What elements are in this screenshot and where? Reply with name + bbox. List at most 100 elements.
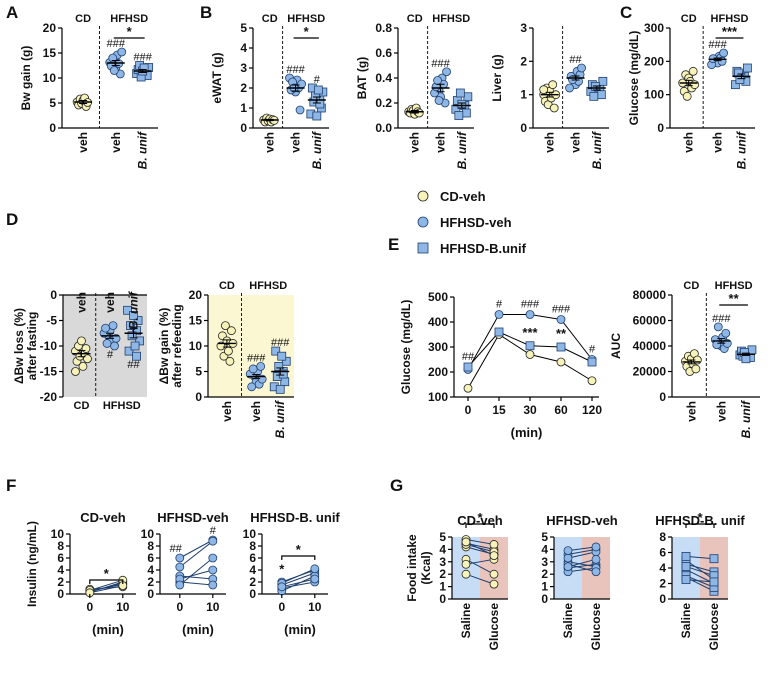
chart-B-eWAT-point (313, 85, 323, 95)
chart-D-refeed-point (247, 382, 257, 392)
chart-B-Liver-y-tick-label: 3 (520, 21, 527, 35)
chart-F-cd-x-label: (min) (92, 622, 124, 637)
chart-B-BAT-y-tick-label: 0.0 (375, 121, 392, 135)
chart-G-hf-point (591, 567, 601, 577)
chart-G-bu-pair-line (685, 579, 715, 583)
chart-G-hf-pair-line (567, 551, 597, 559)
chart-E-gtt-point (587, 357, 597, 367)
chart-E-gtt-point (463, 383, 473, 393)
chart-G-cd-x-tick-label: Glucose (487, 603, 501, 651)
chart-B-Liver-hash-label: ## (569, 54, 582, 66)
chart-E-auc-category-label: B. unif (739, 400, 753, 438)
chart-D-refeed-point (281, 356, 291, 366)
chart-D-fast-point (71, 367, 80, 376)
chart-B-eWAT-y-tick-label: 3 (240, 61, 247, 75)
chart-D-fast-category-label: B. unif (127, 291, 141, 329)
chart-F-hf-x-tick-label: 0 (176, 600, 183, 614)
chart-G-bu-title: HFHSD-B. unif (655, 513, 745, 528)
chart-D-refeed-point (277, 351, 287, 361)
chart-D-fast-point (132, 326, 141, 336)
chart-G-hf-y-tick-label: 4 (541, 542, 548, 556)
chart-G-bu-point (709, 554, 719, 564)
chart-G-cd-pair-line (465, 541, 495, 557)
chart-F-hf-x-tick-label: 10 (206, 600, 220, 614)
chart-G-hf-point (563, 562, 573, 572)
chart-E-auc-hash-label: ### (712, 313, 731, 325)
chart-G-cd-point (489, 569, 499, 579)
chart-D-fast-point (101, 323, 110, 333)
chart-E-gtt-y-tick-label: 200 (428, 365, 448, 379)
chart-G-hf-point (591, 554, 601, 564)
chart-B-BAT-y-tick-label: 0.6 (375, 46, 392, 60)
chart-D-fast-category-label: veh (103, 292, 117, 313)
chart-B-eWAT-hash-label: # (314, 74, 321, 86)
chart-B-BAT-point (433, 76, 442, 85)
chart-A-y-tick-label: 5 (49, 96, 56, 110)
chart-D-refeed-point (227, 326, 236, 336)
chart-F-cd-y-tick-label: 4 (57, 563, 64, 577)
chart-F-hf-y-tick-label: 0 (147, 587, 154, 601)
chart-G-bu-pair-line (685, 575, 715, 588)
chart-C-point (688, 66, 698, 76)
chart-F-hf-point (208, 565, 218, 575)
chart-E-gtt-y-tick-label: 300 (428, 340, 448, 354)
chart-C-y-label: Glucose (mg/dL) (627, 31, 641, 126)
chart-B-eWAT-y-label: eWAT (g) (210, 52, 224, 103)
chart-A-group-cd: CD (75, 13, 91, 25)
chart-D-fast-y-tick-label: -15 (40, 365, 58, 379)
chart-D-refeed-y-tick-label: 10 (189, 339, 203, 353)
chart-F-bu-point (310, 574, 320, 584)
chart-B-eWAT-y-tick-label: 1 (240, 101, 247, 115)
legend-marker-cd-veh (417, 190, 429, 202)
chart-B-Liver-category-label: B. unif (590, 131, 604, 169)
chart-B-Liver-point (577, 63, 586, 73)
chart-G-hf-y-tick-label: 2 (541, 567, 548, 581)
chart-B-eWAT-point (297, 79, 306, 89)
chart-F-bu-pair-line (281, 572, 315, 586)
chart-C-hash-label: ### (708, 39, 727, 51)
chart-E-gtt-point (556, 342, 566, 352)
chart-B-Liver-category-label: veh (569, 132, 583, 153)
chart-A-y-tick-label: 20 (43, 21, 57, 35)
chart-F-hf-x-label: (min) (182, 622, 214, 637)
chart-E-gtt-hash-label: ### (552, 304, 571, 316)
chart-B-eWAT-point (312, 111, 322, 121)
chart-G-cd-y-tick-label: 1 (439, 580, 446, 594)
chart-C-point (743, 63, 752, 73)
chart-G-bu-point (681, 575, 691, 585)
chart-E-gtt-point (556, 315, 566, 324)
chart-D-refeed-category-label: veh (249, 401, 263, 422)
legend-label-cd-veh: CD-veh (440, 189, 486, 204)
chart-B-Liver-y-label: Liver (g) (490, 54, 504, 101)
chart-E-gtt-y-label: Glucose (mg/dL) (399, 300, 413, 395)
chart-E-auc-y-tick-label: 60000 (633, 314, 667, 328)
chart-G-cd-x-tick-label: Saline (459, 603, 473, 639)
chart-B-BAT-point (455, 88, 465, 98)
chart-E-auc-y-tick-label: 80000 (633, 288, 667, 302)
chart-E-auc-point (691, 364, 701, 374)
chart-B-BAT-y-label: BAT (g) (355, 57, 369, 99)
chart-E-gtt-x-tick-label: 60 (554, 403, 568, 417)
chart-F-hf-hash-label: # (210, 525, 217, 537)
chart-C-point (682, 91, 692, 101)
chart-B-eWAT-y-tick-label: 0 (240, 121, 247, 135)
chart-B-Liver: 0 1 2 3 ## veh veh B. unif Liver (g) (490, 21, 609, 169)
chart-D-fast-group-cd: CD (74, 400, 90, 412)
chart-E-gtt-point (587, 376, 597, 386)
chart-A-point (117, 47, 127, 57)
chart-E-gtt-point (525, 310, 535, 319)
chart-G-bu-point (681, 562, 691, 571)
chart-G-hf-pair-line (567, 563, 597, 569)
chart-F-cd-sig-label: * (104, 566, 110, 581)
chart-F-hf-y-tick-label: 10 (141, 527, 155, 541)
chart-G-cd-pair-line (465, 543, 495, 553)
chart-F-bu-pair-line (281, 578, 315, 588)
chart-D-refeed-point (225, 356, 235, 366)
chart-F-hf-y-tick-label: 6 (147, 551, 154, 565)
chart-F-cd-y-tick-label: 0 (57, 587, 64, 601)
chart-G-bu-x-tick-label: Glucose (707, 603, 721, 651)
chart-F-cd-y-tick-label: 8 (57, 539, 64, 553)
chart-A-group-hfhsd: HFHSD (110, 13, 148, 25)
chart-D-refeed-point (271, 346, 281, 356)
